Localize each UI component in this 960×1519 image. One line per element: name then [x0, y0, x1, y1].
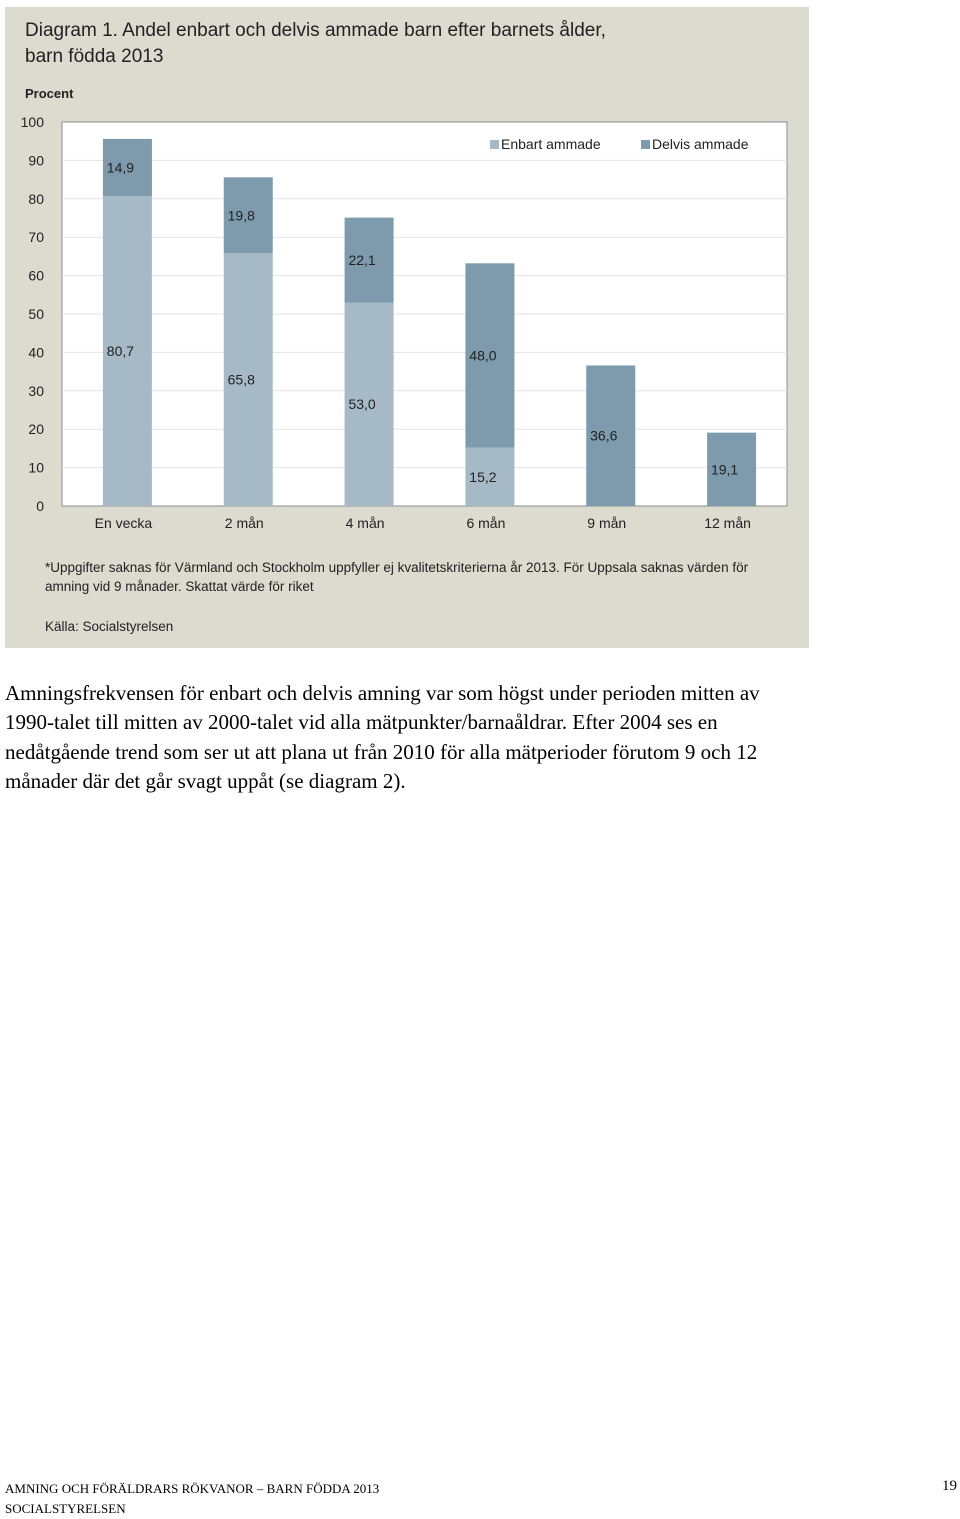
- data-label-delvis-3: 22,1: [348, 252, 375, 268]
- legend-swatch-2: [641, 140, 650, 149]
- stacked-bar-chart: Diagram 1. Andel enbart och delvis ammad…: [21, 20, 788, 531]
- bar-delvis-6: [707, 432, 757, 506]
- y-tick-label: 60: [28, 268, 44, 284]
- footer-report-title: AMNING OCH FÖRÄLDRARS RÖKVANOR – BARN FÖ…: [5, 1481, 380, 1496]
- legend-label-2: Delvis ammade: [652, 136, 749, 152]
- bar-enbart-2: [223, 253, 273, 506]
- bar-enbart-4: [465, 447, 515, 506]
- x-tick-label-2: 2 mån: [225, 515, 264, 531]
- data-label-enbart-2: 65,8: [228, 372, 255, 388]
- bar-delvis-3: [344, 217, 394, 303]
- bar-delvis-1: [102, 138, 152, 197]
- data-label-enbart-1: 80,7: [107, 343, 134, 359]
- y-tick-label: 20: [28, 421, 44, 437]
- legend-label-1: Enbart ammade: [501, 136, 601, 152]
- y-tick-label: 40: [28, 344, 44, 360]
- data-label-enbart-3: 53,0: [348, 396, 375, 412]
- y-tick-label: 0: [36, 498, 44, 514]
- bar-enbart-1: [102, 196, 152, 506]
- bar-delvis-4: [465, 263, 515, 448]
- footer-publisher: SOCIALSTYRELSEN: [5, 1501, 126, 1516]
- bar-enbart-3: [344, 302, 394, 506]
- data-label-delvis-4: 48,0: [469, 347, 496, 363]
- y-tick-label: 90: [28, 152, 44, 168]
- y-tick-label: 70: [28, 229, 44, 245]
- figure-panel: Diagram 1. Andel enbart och delvis ammad…: [5, 7, 809, 648]
- x-tick-label-4: 6 mån: [466, 515, 505, 531]
- chart-title-line-1: Diagram 1. Andel enbart och delvis ammad…: [25, 20, 606, 41]
- y-tick-label: 10: [28, 460, 44, 476]
- x-tick-label-1: En vecka: [95, 515, 153, 531]
- figure-source: Källa: Socialstyrelsen: [45, 619, 174, 634]
- x-tick-label-3: 4 mån: [346, 515, 385, 531]
- x-tick-label-5: 9 mån: [587, 515, 626, 531]
- data-label-delvis-1: 14,9: [107, 160, 134, 176]
- legend-swatch-1: [490, 140, 499, 149]
- body-paragraph: Amningsfrekvensen för enbart och delvis …: [5, 681, 760, 793]
- bar-delvis-5: [586, 365, 636, 506]
- chart-title-line-2: barn födda 2013: [25, 46, 163, 67]
- y-tick-label: 30: [28, 383, 44, 399]
- page-footer: AMNING OCH FÖRÄLDRARS RÖKVANOR – BARN FÖ…: [5, 1479, 379, 1519]
- bar-delvis-2: [223, 177, 273, 254]
- y-tick-label: 80: [28, 191, 44, 207]
- y-tick-label: 100: [21, 114, 45, 130]
- data-label-delvis-6: 19,1: [711, 461, 738, 477]
- data-label-enbart-4: 15,2: [469, 469, 496, 485]
- x-tick-label-6: 12 mån: [704, 515, 751, 531]
- y-axis-label: Procent: [25, 86, 74, 101]
- figure-footnote: *Uppgifter saknas för Värmland och Stock…: [45, 560, 749, 594]
- y-tick-label: 50: [28, 306, 44, 322]
- data-label-delvis-5: 36,6: [590, 428, 617, 444]
- page-number: 19: [942, 1478, 957, 1494]
- data-label-delvis-2: 19,8: [228, 207, 255, 223]
